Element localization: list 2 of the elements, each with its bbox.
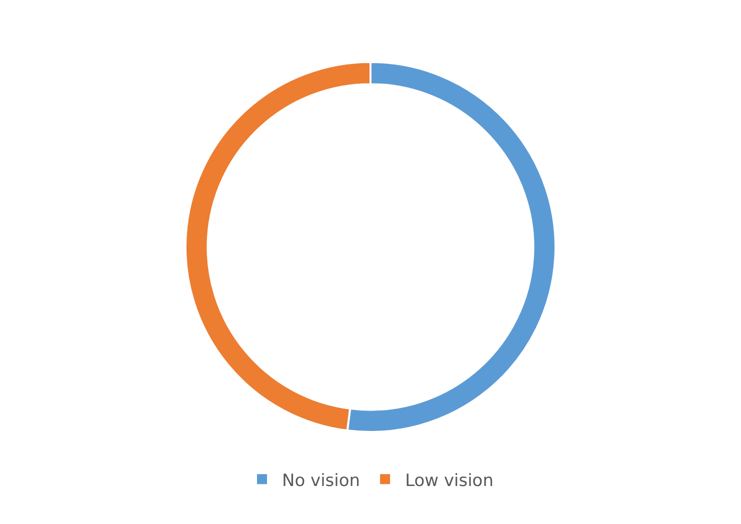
legend-label: No vision — [282, 470, 360, 491]
legend-label: Low vision — [405, 470, 494, 491]
